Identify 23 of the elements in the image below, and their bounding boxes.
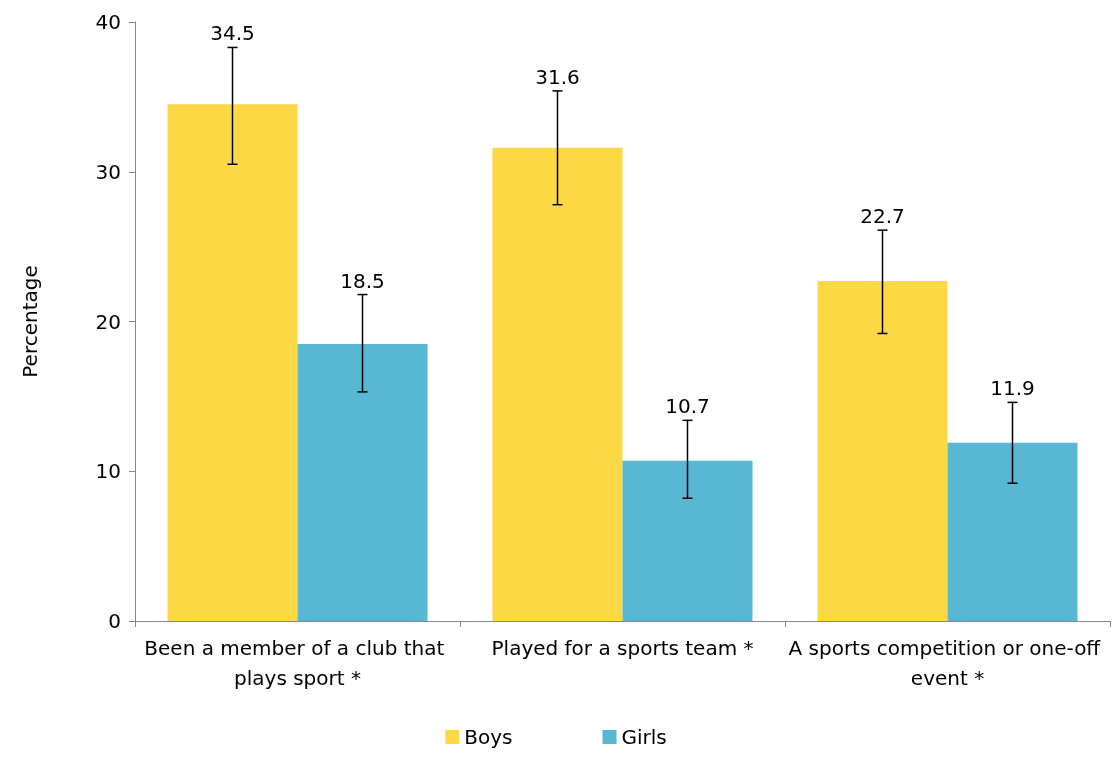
data-label: 31.6 (535, 64, 580, 89)
bar (492, 147, 623, 621)
bar (817, 281, 948, 621)
data-label: 22.7 (860, 204, 905, 229)
data-label: 18.5 (340, 268, 385, 293)
y-tick-label: 20 (95, 309, 121, 334)
legend-label: Girls (621, 725, 667, 749)
y-tick-label: 0 (108, 609, 121, 633)
legend-label: Boys (464, 725, 513, 749)
data-label: 10.7 (665, 394, 710, 419)
bar (622, 460, 753, 621)
y-tick-label: 40 (95, 10, 121, 34)
bar (167, 104, 298, 621)
y-tick-label: 10 (95, 459, 121, 484)
x-tick-label: A sports competition or one-off event * (788, 636, 1107, 690)
x-tick-label: Played for a sports team * (491, 636, 754, 660)
y-axis-title: Percentage (18, 265, 42, 378)
data-label: 11.9 (990, 376, 1035, 401)
bar (297, 343, 428, 621)
x-tick-label: Been a member of a club that plays sport * (144, 636, 451, 690)
bar (947, 442, 1078, 621)
data-label: 34.5 (210, 21, 255, 46)
y-tick-label: 30 (95, 159, 121, 184)
